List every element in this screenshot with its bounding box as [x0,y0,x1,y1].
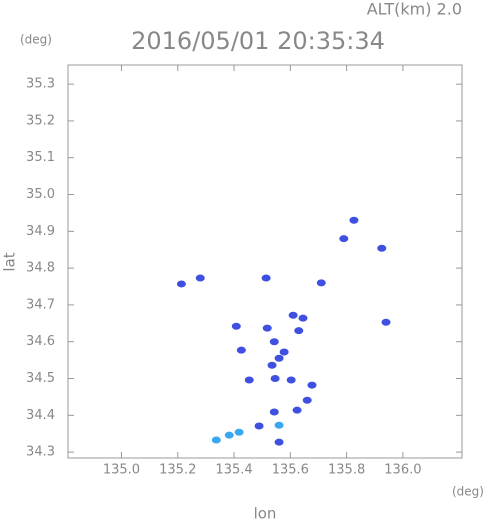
echo-point [211,436,221,444]
y-tick-label: 34.6 [26,334,55,349]
y-unit: (deg) [20,33,52,47]
echo-point [270,375,280,383]
x-tick-label: 135.2 [159,463,196,478]
echo-point [262,324,272,332]
echo-point [244,376,254,384]
echo-point [195,274,205,282]
y-tick-label: 34.9 [26,224,55,239]
echo-point [274,438,284,446]
echo-point [231,322,241,330]
y-tick-label: 34.8 [26,261,55,276]
x-tick-label: 136.0 [384,463,421,478]
chart-title: 2016/05/01 20:35:34 [131,27,385,55]
echo-point [234,428,244,436]
echo-point [254,422,264,430]
y-tick-label: 35.3 [26,77,55,92]
y-tick-label: 34.4 [26,408,55,423]
echo-point [377,244,387,252]
y-tick-label: 34.3 [26,445,55,460]
echo-point [279,348,289,356]
echo-point [267,361,277,369]
y-tick-label: 35.0 [26,187,55,202]
y-tick-label: 34.5 [26,371,55,386]
x-tick-label: 135.0 [103,463,140,478]
echo-point [176,280,186,288]
y-tick-label: 35.1 [26,150,55,165]
x-tick-label: 135.6 [272,463,309,478]
echo-point [274,354,284,362]
plot-frame [67,64,463,459]
x-axis-label: lon [254,505,277,521]
echo-point [224,431,234,439]
echo-point [302,396,312,404]
echo-point [292,406,302,414]
y-axis-label: lat [1,252,19,271]
echo-point [236,346,246,354]
echo-point [298,314,308,322]
x-unit: (deg) [452,485,484,499]
echo-point [339,235,349,243]
x-tick-label: 135.8 [328,463,365,478]
echo-point [381,318,391,326]
echo-point [269,408,279,416]
echo-point [288,311,298,319]
altitude-label: ALT(km) 2.0 [367,0,462,19]
x-tick-label: 135.4 [215,463,252,478]
echo-point [261,274,271,282]
echo-point [286,376,296,384]
echo-point [316,279,326,287]
echo-point [307,381,317,389]
y-tick-label: 35.2 [26,113,55,128]
echo-point [269,338,279,346]
y-tick-label: 34.7 [26,297,55,312]
echo-point [294,327,304,335]
echo-point [274,421,284,429]
echo-point [349,216,359,224]
